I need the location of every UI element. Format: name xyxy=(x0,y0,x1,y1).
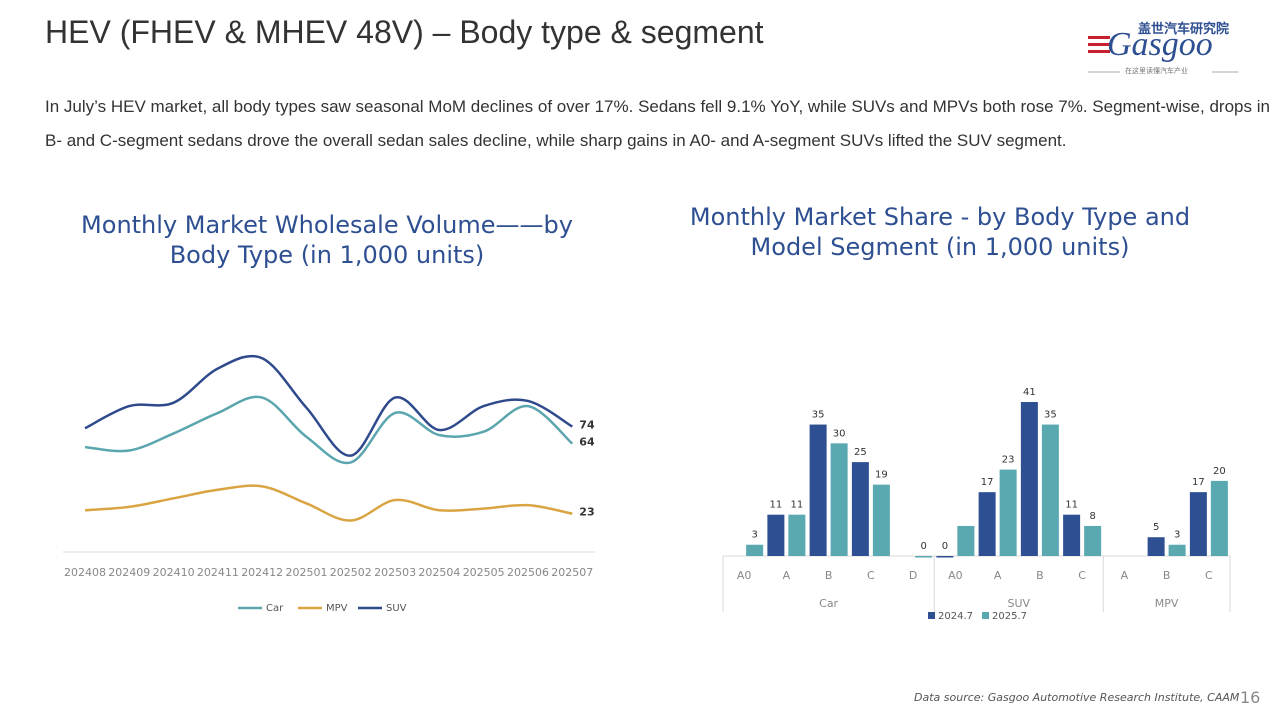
series-line xyxy=(84,354,573,457)
data-label: 11 xyxy=(1065,500,1078,511)
data-label: 23 xyxy=(579,506,594,519)
bar xyxy=(746,544,764,556)
data-label: 74 xyxy=(579,419,595,432)
legend-label: 2024.7 xyxy=(938,611,973,622)
data-label: 5 xyxy=(1153,522,1159,533)
group-label: Car xyxy=(819,597,838,610)
legend-label: Car xyxy=(266,603,284,614)
data-label: 0 xyxy=(942,541,948,552)
logo-stripe xyxy=(1088,43,1110,46)
bar xyxy=(1041,424,1059,556)
bar xyxy=(830,443,848,556)
x-tick-label: D xyxy=(909,569,917,582)
data-label: 20 xyxy=(1213,466,1226,477)
data-label: 3 xyxy=(751,530,757,541)
x-tick-label: A xyxy=(783,569,791,582)
chart-title: Monthly Market Wholesale Volume——by Body… xyxy=(81,211,573,269)
bar xyxy=(1020,402,1038,556)
logo-cn: 盖世汽车研究院 xyxy=(1138,22,1230,37)
bar xyxy=(915,556,933,558)
legend-swatch xyxy=(928,612,935,619)
bar xyxy=(957,525,975,556)
x-tick-label: B xyxy=(825,569,833,582)
data-label: 8 xyxy=(1089,511,1095,522)
x-tick-label: 202507 xyxy=(551,566,593,579)
legend-label: MPV xyxy=(326,603,348,614)
logo-stripe xyxy=(1088,50,1110,53)
data-label: 30 xyxy=(833,428,846,439)
data-label: 0 xyxy=(920,541,926,552)
x-tick-label: 202503 xyxy=(374,566,416,579)
data-label: 35 xyxy=(1044,410,1057,421)
tagline: 在这里读懂汽车产业 xyxy=(1125,67,1188,75)
x-tick-label: A xyxy=(994,569,1002,582)
bar xyxy=(1147,537,1165,556)
data-label: 64 xyxy=(579,436,595,449)
x-tick-label: B xyxy=(1163,569,1171,582)
data-label: 17 xyxy=(1192,477,1205,488)
x-tick-label: 202504 xyxy=(418,566,460,579)
data-label: 35 xyxy=(812,410,825,421)
x-tick-label: 202412 xyxy=(241,566,283,579)
x-tick-label: 202506 xyxy=(507,566,549,579)
bar xyxy=(1084,525,1102,556)
bar xyxy=(1189,492,1207,556)
slide-title: HEV (FHEV & MHEV 48V) – Body type & segm… xyxy=(45,14,764,50)
source: Data source: Gasgoo Automotive Research … xyxy=(914,691,1240,704)
x-tick-label: 202505 xyxy=(463,566,505,579)
data-label: 19 xyxy=(875,470,888,481)
group-label: MPV xyxy=(1155,597,1179,610)
summary: In July’s HEV market, all body types saw… xyxy=(45,97,1270,150)
series-line xyxy=(84,484,573,522)
x-tick-label: C xyxy=(1205,569,1213,582)
bar xyxy=(936,556,954,558)
bar xyxy=(1063,514,1081,556)
x-tick-label: 202409 xyxy=(108,566,150,579)
page-number: 16 xyxy=(1240,688,1261,707)
data-label: 3 xyxy=(1174,530,1180,541)
data-label: 41 xyxy=(1023,387,1036,398)
data-label: 17 xyxy=(981,477,994,488)
x-tick-label: 202410 xyxy=(153,566,195,579)
bar xyxy=(1168,544,1186,556)
data-label: 23 xyxy=(1002,455,1015,466)
data-label: 11 xyxy=(770,500,783,511)
x-tick-label: B xyxy=(1036,569,1044,582)
x-tick-label: A xyxy=(1121,569,1129,582)
data-label: 11 xyxy=(791,500,804,511)
group-label: SUV xyxy=(1007,597,1030,610)
x-tick-label: C xyxy=(867,569,875,582)
x-tick-label: 202502 xyxy=(330,566,372,579)
x-tick-label: 202411 xyxy=(197,566,239,579)
x-tick-label: 202501 xyxy=(286,566,328,579)
x-tick-label: A0 xyxy=(948,569,963,582)
legend-label: SUV xyxy=(386,603,407,614)
chart-title: Monthly Market Share - by Body Type and … xyxy=(689,203,1191,261)
x-tick-label: 202408 xyxy=(64,566,106,579)
x-tick-label: A0 xyxy=(737,569,752,582)
bar xyxy=(1210,480,1228,556)
bar xyxy=(788,514,806,556)
legend-swatch xyxy=(982,612,989,619)
bar xyxy=(978,492,996,556)
bar xyxy=(872,484,890,556)
series-line xyxy=(84,395,574,465)
bar xyxy=(999,469,1017,556)
bar xyxy=(851,462,869,556)
legend-label: 2025.7 xyxy=(992,611,1027,622)
bar xyxy=(767,514,785,556)
logo-stripe xyxy=(1088,36,1110,39)
x-tick-label: C xyxy=(1078,569,1086,582)
logo: Gasgoo xyxy=(1107,26,1213,63)
data-label: 25 xyxy=(854,447,867,458)
bar xyxy=(809,424,827,556)
